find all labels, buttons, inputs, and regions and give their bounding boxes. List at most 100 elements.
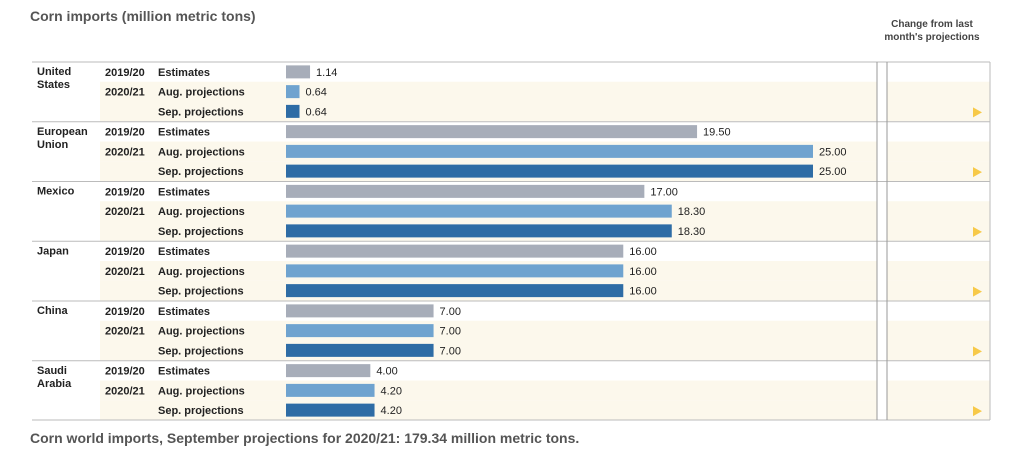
bar-mexico-sep — [286, 224, 672, 238]
value-labels: 1.140.640.6419.5025.0025.0017.0018.3018.… — [305, 67, 846, 417]
unchanged-arrow-icon-china — [973, 346, 982, 357]
change-stripe-european-union-2 — [887, 161, 990, 181]
year-label-japan-1: 2020/21 — [105, 266, 145, 278]
bar-saudi-arabia-aug — [286, 383, 375, 397]
country-label-line: Union — [37, 139, 68, 151]
change-stripe-mexico-2 — [887, 221, 990, 241]
series-label-china-1: Aug. projections — [158, 326, 245, 338]
change-stripe-european-union-1 — [887, 141, 990, 162]
value-label-saudi-arabia-sep: 4.20 — [381, 405, 402, 417]
value-label-saudi-arabia-aug: 4.20 — [381, 385, 402, 397]
series-label-united-states-0: Estimates — [158, 67, 210, 79]
value-label-japan-aug: 16.00 — [629, 266, 657, 278]
series-label-mexico-1: Aug. projections — [158, 206, 245, 218]
year-label-european-union-0: 2019/20 — [105, 127, 145, 139]
value-label-mexico-sep: 18.30 — [678, 226, 706, 238]
change-column-header: Change from last month's projections — [884, 19, 980, 43]
country-label-united-states: United States — [37, 66, 71, 91]
change-markers — [973, 107, 982, 417]
year-label-china-0: 2019/20 — [105, 306, 145, 318]
year-label-japan-0: 2019/20 — [105, 246, 145, 258]
change-stripe-mexico-1 — [887, 201, 990, 221]
row-labels: 2019/20 Estimates 2020/21 Aug. projections S… — [37, 66, 245, 417]
value-label-japan-estimates: 16.00 — [629, 246, 657, 258]
change-stripe-saudi-arabia-2 — [887, 400, 990, 420]
country-label-japan: Japan — [37, 245, 69, 257]
chart-title: Corn imports (million metric tons) — [30, 8, 256, 24]
series-label-china-2: Sep. projections — [158, 345, 244, 357]
series-label-european-union-1: Aug. projections — [158, 146, 245, 158]
change-stripe-japan-2 — [887, 280, 990, 301]
value-label-china-aug: 7.00 — [440, 326, 461, 338]
series-label-japan-0: Estimates — [158, 246, 210, 258]
series-label-mexico-0: Estimates — [158, 186, 210, 198]
value-label-china-estimates: 7.00 — [440, 306, 461, 318]
unchanged-arrow-icon-saudi-arabia — [973, 406, 982, 417]
bar-mexico-aug — [286, 204, 672, 218]
year-label-united-states-0: 2019/20 — [105, 67, 145, 79]
series-label-european-union-0: Estimates — [158, 127, 210, 139]
bar-united-states-estimates — [286, 65, 311, 79]
value-label-saudi-arabia-estimates: 4.00 — [376, 366, 397, 378]
year-label-european-union-1: 2020/21 — [105, 146, 145, 158]
year-label-saudi-arabia-0: 2019/20 — [105, 366, 145, 378]
bar-china-aug — [286, 324, 434, 338]
bar-japan-aug — [286, 264, 624, 278]
series-label-united-states-2: Sep. projections — [158, 106, 244, 118]
value-label-united-states-sep: 0.64 — [305, 106, 326, 118]
bar-united-states-aug — [286, 85, 300, 99]
value-label-united-states-estimates: 1.14 — [316, 67, 337, 79]
bar-mexico-estimates — [286, 184, 645, 198]
bar-china-estimates — [286, 304, 434, 318]
series-label-japan-2: Sep. projections — [158, 286, 244, 298]
country-label-line: States — [37, 79, 70, 91]
bar-china-sep — [286, 343, 434, 357]
bar-japan-estimates — [286, 244, 624, 258]
change-stripe-china-2 — [887, 340, 990, 361]
series-label-saudi-arabia-0: Estimates — [158, 366, 210, 378]
country-label-line: Mexico — [37, 186, 75, 198]
series-label-united-states-1: Aug. projections — [158, 87, 245, 99]
bar-european-union-aug — [286, 144, 813, 158]
series-label-saudi-arabia-1: Aug. projections — [158, 385, 245, 397]
value-label-united-states-aug: 0.64 — [305, 87, 326, 99]
value-label-mexico-estimates: 17.00 — [650, 186, 678, 198]
bar-european-union-estimates — [286, 125, 698, 139]
year-label-mexico-1: 2020/21 — [105, 206, 145, 218]
series-label-european-union-2: Sep. projections — [158, 166, 244, 178]
change-stripe-saudi-arabia-1 — [887, 380, 990, 401]
series-label-mexico-2: Sep. projections — [158, 226, 244, 238]
change-stripe-united-states-2 — [887, 101, 990, 122]
bars — [286, 65, 813, 417]
value-label-mexico-aug: 18.30 — [678, 206, 706, 218]
unchanged-arrow-icon-united-states — [973, 107, 982, 118]
unchanged-arrow-icon-mexico — [973, 226, 982, 237]
country-label-line: Saudi — [37, 365, 67, 377]
change-stripe-united-states-1 — [887, 81, 990, 102]
value-label-european-union-aug: 25.00 — [819, 146, 847, 158]
series-label-japan-1: Aug. projections — [158, 266, 245, 278]
year-label-united-states-1: 2020/21 — [105, 87, 145, 99]
country-label-mexico: Mexico — [37, 186, 75, 198]
bar-saudi-arabia-sep — [286, 403, 375, 417]
year-label-saudi-arabia-1: 2020/21 — [105, 385, 145, 397]
country-label-european-union: European Union — [37, 126, 88, 151]
country-label-line: Arabia — [37, 378, 72, 390]
country-label-line: United — [37, 66, 71, 78]
country-label-china: China — [37, 305, 68, 317]
country-label-line: Japan — [37, 245, 69, 257]
bar-european-union-sep — [286, 164, 813, 178]
bar-japan-sep — [286, 284, 624, 298]
rules — [32, 61, 991, 421]
series-label-saudi-arabia-2: Sep. projections — [158, 405, 244, 417]
change-stripe-china-1 — [887, 320, 990, 341]
bar-united-states-sep — [286, 104, 300, 118]
country-label-line: China — [37, 305, 68, 317]
value-label-european-union-estimates: 19.50 — [703, 127, 731, 139]
value-label-japan-sep: 16.00 — [629, 286, 657, 298]
change-stripe-japan-1 — [887, 261, 990, 281]
bar-saudi-arabia-estimates — [286, 364, 371, 378]
country-label-line: European — [37, 126, 88, 138]
series-label-china-0: Estimates — [158, 306, 210, 318]
country-label-saudi-arabia: Saudi Arabia — [37, 365, 72, 390]
